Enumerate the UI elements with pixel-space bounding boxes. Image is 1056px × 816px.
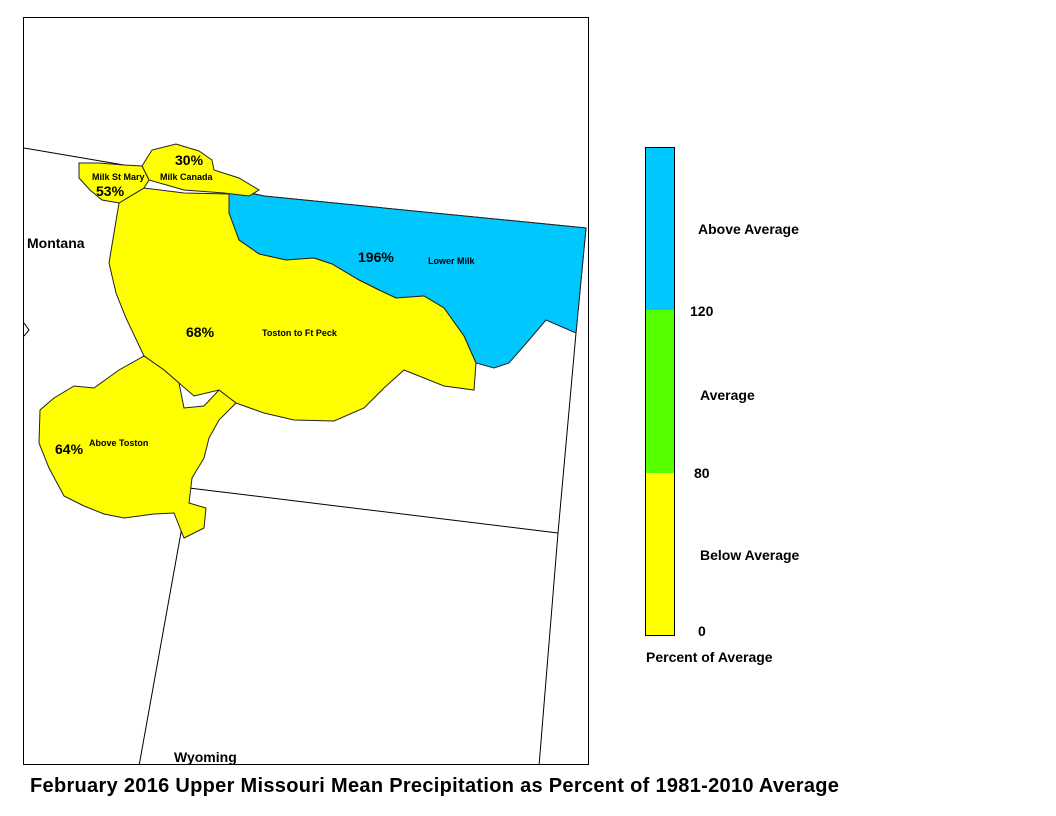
map-svg <box>24 143 587 764</box>
legend-color-bar <box>645 147 675 636</box>
western-border-fragment <box>24 322 30 337</box>
page-title: February 2016 Upper Missouri Mean Precip… <box>30 775 840 797</box>
legend-break-0: 0 <box>698 623 706 639</box>
basin-label-milk-canada: Milk Canada <box>160 172 213 182</box>
idaho-wyoming-border <box>138 487 190 764</box>
basin-percent-above-toston: 64% <box>55 441 84 457</box>
legend-label-above-average: Above Average <box>698 221 799 237</box>
basin-percent-lower-milk: 196% <box>358 249 394 265</box>
basin-label-milk-st-mary: Milk St Mary <box>92 172 145 182</box>
legend-label-average: Average <box>700 387 755 403</box>
basin-above-toston <box>38 355 237 539</box>
legend-swatch-average <box>646 310 674 473</box>
map-panel: Montana Wyoming 30% Milk St Mary Milk Ca… <box>23 17 589 765</box>
legend-label-below-average: Below Average <box>700 547 800 563</box>
basin-percent-milk-canada: 30% <box>175 152 204 168</box>
basin-milk-canada <box>141 143 260 197</box>
legend-swatch-below-average <box>646 473 674 635</box>
montana-wyoming-border <box>188 487 559 534</box>
state-label-wyoming: Wyoming <box>174 749 237 765</box>
legend-break-120: 120 <box>690 303 714 319</box>
basin-label-above-toston: Above Toston <box>89 438 149 448</box>
legend-title: Percent of Average <box>646 649 773 665</box>
basin-label-lower-milk: Lower Milk <box>428 256 475 266</box>
state-label-montana: Montana <box>27 235 85 251</box>
basin-percent-milk-st-mary: 53% <box>96 183 125 199</box>
basin-milk-st-mary <box>78 162 150 204</box>
basin-percent-toston-to-ft-peck: 68% <box>186 324 215 340</box>
legend-swatch-above-average <box>646 148 674 310</box>
basin-label-toston-to-ft-peck: Toston to Ft Peck <box>262 328 337 338</box>
legend-break-80: 80 <box>694 465 710 481</box>
